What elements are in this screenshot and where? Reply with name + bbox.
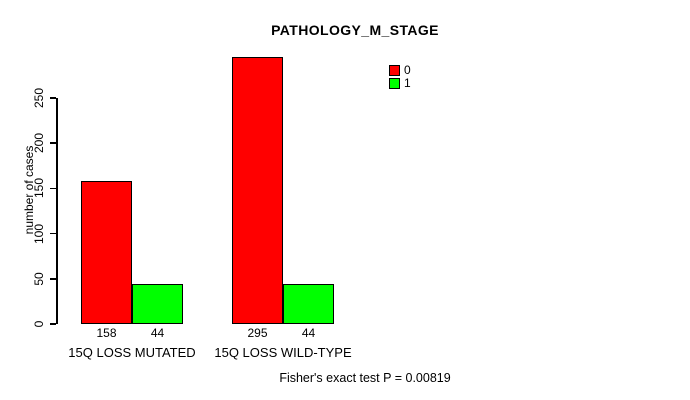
y-tick-mark [50, 278, 56, 280]
y-tick-mark [50, 97, 56, 99]
y-tick-label: 100 [32, 223, 46, 244]
legend-swatch-icon [389, 65, 400, 76]
bar-series-1-group-1 [283, 284, 334, 324]
bar-series-1-group-0 [132, 284, 183, 324]
footnote: Fisher's exact test P = 0.00819 [279, 371, 451, 385]
category-label: 15Q LOSS WILD-TYPE [214, 344, 352, 360]
legend-item-0: 0 [389, 64, 411, 77]
y-axis-line [56, 98, 58, 324]
bar-value-label: 44 [150, 326, 165, 340]
bar-value-label: 44 [301, 326, 316, 340]
y-tick-mark [50, 323, 56, 325]
y-tick-mark [50, 187, 56, 190]
y-tick-label: 150 [32, 178, 46, 199]
y-tick-label: 0 [32, 320, 46, 328]
bar-value-label: 158 [96, 326, 117, 340]
legend-swatch-icon [389, 78, 400, 89]
bar-series-0-group-1 [232, 57, 283, 324]
legend-label: 0 [404, 63, 411, 77]
y-tick-label: 50 [32, 272, 46, 286]
y-tick-mark [50, 232, 56, 235]
y-tick-mark [50, 142, 56, 144]
category-label: 15Q LOSS MUTATED [68, 344, 196, 360]
bar-series-0-group-0 [81, 181, 132, 324]
legend-item-1: 1 [389, 77, 411, 90]
chart-title: PATHOLOGY_M_STAGE [271, 22, 439, 38]
legend-label: 1 [404, 76, 411, 90]
y-tick-label: 200 [32, 133, 46, 154]
bar-value-label: 295 [247, 326, 268, 340]
y-tick-label: 250 [32, 87, 46, 109]
